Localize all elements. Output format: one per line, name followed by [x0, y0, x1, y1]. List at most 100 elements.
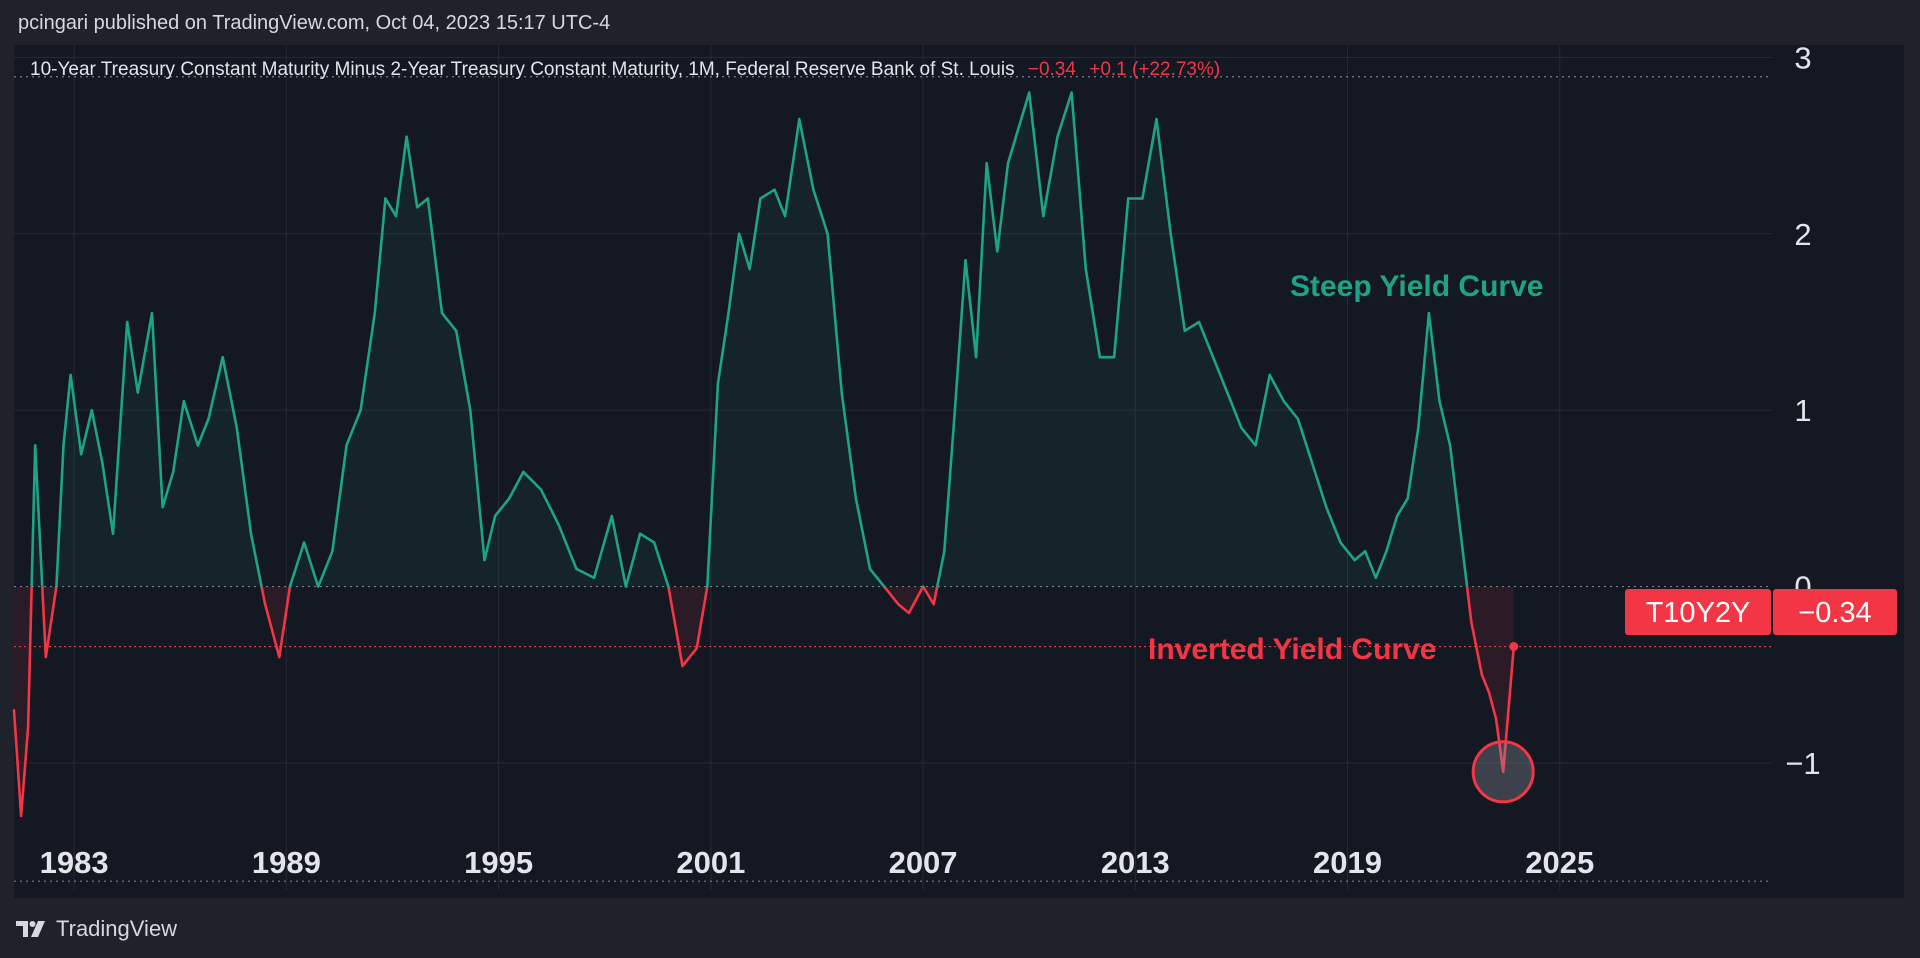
data-point	[953, 409, 957, 412]
data-point	[1042, 214, 1045, 218]
x-tick-label: 2013	[1101, 845, 1170, 880]
data-point	[136, 391, 139, 394]
marker-layer	[1471, 642, 1535, 804]
data-point	[812, 188, 815, 191]
data-point	[1028, 91, 1031, 94]
data-point	[483, 558, 486, 562]
data-point	[854, 497, 858, 500]
data-point	[798, 117, 801, 121]
series-line-positive	[30, 91, 1469, 587]
annotation-steep-yield-curve: Steep Yield Curve	[1290, 270, 1543, 303]
data-point	[638, 532, 642, 535]
data-point	[727, 311, 730, 315]
legend-title: 10-Year Treasury Constant Maturity Minus…	[30, 59, 1015, 80]
data-point	[235, 426, 238, 429]
data-point	[345, 444, 348, 447]
data-point	[974, 356, 978, 359]
data-point	[249, 532, 253, 535]
legend-value: −0.34	[1027, 59, 1076, 80]
data-point	[557, 523, 560, 526]
data-point	[610, 514, 613, 518]
data-point	[405, 135, 408, 138]
tradingview-logo[interactable]: TradingView	[16, 916, 177, 942]
data-point	[34, 444, 37, 447]
data-point	[964, 259, 967, 262]
data-point	[907, 611, 911, 615]
data-point	[1339, 541, 1342, 544]
data-point	[1459, 532, 1462, 535]
data-point	[1017, 126, 1020, 130]
data-point	[1438, 400, 1441, 403]
data-point	[667, 585, 670, 588]
x-tick-label: 1989	[252, 845, 321, 880]
x-tick-label: 2001	[676, 845, 745, 880]
data-point	[1268, 373, 1271, 377]
data-point	[1385, 550, 1388, 553]
data-point	[455, 329, 458, 332]
data-point	[44, 655, 47, 659]
data-point	[221, 356, 224, 359]
area-fills	[14, 92, 1514, 816]
data-point	[90, 409, 94, 412]
inversion-highlight-circle	[1471, 740, 1535, 804]
data-point	[1502, 770, 1505, 773]
x-tick-label: 2025	[1525, 845, 1594, 880]
data-point	[1155, 117, 1158, 121]
data-point	[263, 603, 267, 606]
data-point	[1395, 514, 1399, 518]
chart-panel	[14, 45, 1904, 898]
data-point	[1448, 444, 1452, 447]
data-point	[996, 250, 999, 253]
x-tick-label: 1983	[40, 845, 109, 880]
data-point	[126, 320, 129, 324]
data-point	[1098, 356, 1102, 359]
data-point	[440, 311, 444, 315]
data-point	[1141, 197, 1144, 200]
data-point	[278, 655, 281, 659]
data-point	[737, 232, 741, 235]
data-point	[575, 567, 578, 571]
data-point	[932, 603, 935, 606]
data-point	[101, 461, 104, 465]
last-point-marker	[1509, 642, 1519, 652]
data-point	[1427, 311, 1431, 315]
data-point	[592, 576, 596, 579]
data-point	[1226, 391, 1229, 394]
data-point	[416, 206, 419, 209]
data-point	[943, 550, 946, 553]
data-point	[373, 311, 376, 315]
data-point	[783, 214, 787, 218]
data-point	[840, 391, 843, 394]
data-point	[748, 267, 751, 271]
data-point	[1296, 417, 1300, 421]
data-point	[1197, 320, 1201, 324]
data-point	[469, 409, 472, 412]
series-name-badge	[1625, 589, 1771, 635]
data-point	[1406, 497, 1409, 500]
annotation-inverted-yield-curve: Inverted Yield Curve	[1148, 633, 1436, 666]
data-point	[897, 603, 900, 606]
data-point	[1374, 576, 1378, 579]
data-point	[55, 585, 58, 588]
legend-line: 10-Year Treasury Constant Maturity Minus…	[30, 59, 1220, 81]
data-point	[539, 488, 543, 491]
data-point	[359, 409, 362, 412]
data-point	[1364, 550, 1367, 553]
data-point	[1127, 197, 1130, 200]
data-point	[653, 541, 656, 544]
data-point	[384, 197, 387, 200]
y-tick-label: 1	[1794, 393, 1811, 428]
data-point	[1070, 91, 1073, 94]
data-point	[1480, 673, 1484, 676]
data-point	[921, 585, 925, 588]
data-point	[624, 585, 628, 588]
data-point	[80, 453, 83, 456]
x-tick-label: 2007	[889, 845, 958, 880]
series-lines	[12, 91, 1516, 818]
data-point	[207, 417, 210, 421]
tradingview-logo-icon	[16, 921, 45, 937]
data-point	[1353, 558, 1356, 562]
data-point	[26, 726, 30, 729]
